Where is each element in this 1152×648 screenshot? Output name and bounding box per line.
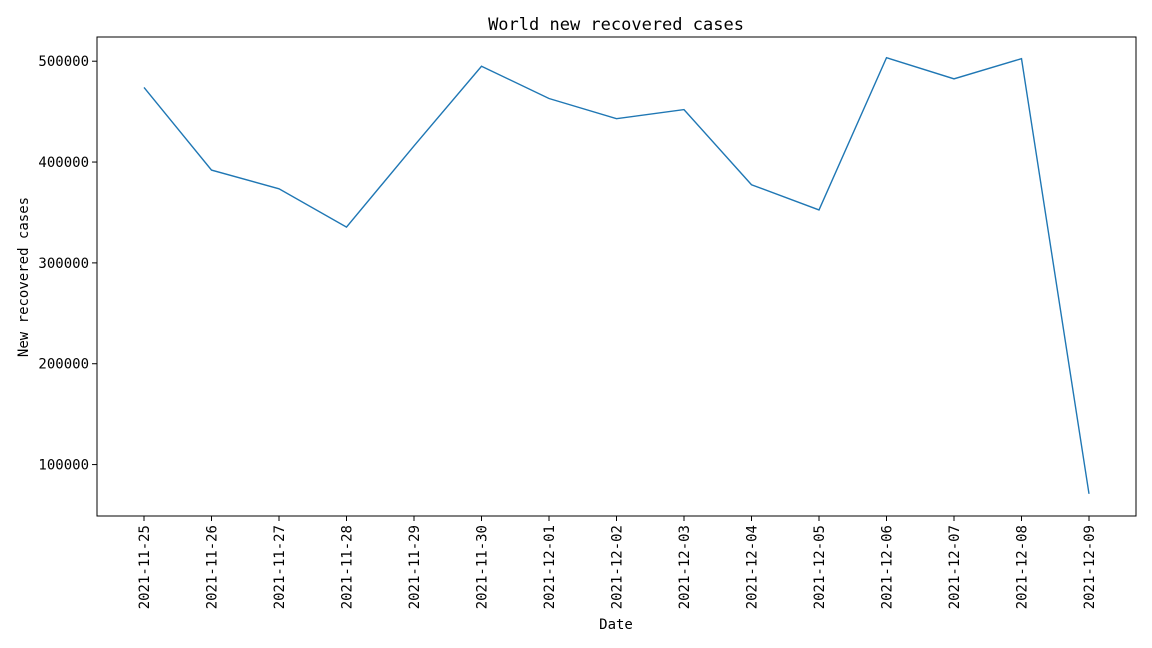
plot-area-frame	[96, 36, 1137, 517]
y-axis: 100000 200000 300000 400000 500000	[38, 54, 97, 474]
x-tick-label: 2021-12-08	[1015, 525, 1031, 609]
x-tick-label: 2021-12-03	[677, 525, 693, 609]
x-tick-label: 2021-11-26	[205, 525, 221, 609]
x-tick-label: 2021-12-02	[610, 525, 626, 609]
x-axis: 2021-11-25 2021-11-26 2021-11-27 2021-11-28…	[137, 516, 1098, 609]
x-tick-label: 2021-12-04	[745, 525, 761, 609]
y-tick-label: 200000	[38, 357, 89, 373]
x-tick-label: 2021-12-05	[812, 525, 828, 609]
y-axis-label: New recovered cases	[16, 197, 32, 357]
x-tick-label: 2021-11-27	[272, 525, 288, 609]
x-tick-label: 2021-12-01	[542, 525, 558, 609]
x-tick-label: 2021-12-09	[1082, 525, 1098, 609]
y-tick-label: 300000	[38, 256, 89, 272]
x-tick-label: 2021-12-07	[947, 525, 963, 609]
y-tick-label: 400000	[38, 155, 89, 171]
x-tick-label: 2021-11-29	[407, 525, 423, 609]
x-tick-label: 2021-11-28	[340, 525, 356, 609]
y-tick-label: 100000	[38, 458, 89, 474]
y-tick-label: 500000	[38, 54, 89, 70]
x-tick-label: 2021-11-30	[475, 525, 491, 609]
x-tick-label: 2021-12-06	[880, 525, 896, 609]
chart-title: World new recovered cases	[488, 15, 744, 35]
x-axis-label: Date	[599, 617, 633, 633]
x-tick-label: 2021-11-25	[137, 525, 153, 609]
series-line	[143, 56, 1090, 494]
